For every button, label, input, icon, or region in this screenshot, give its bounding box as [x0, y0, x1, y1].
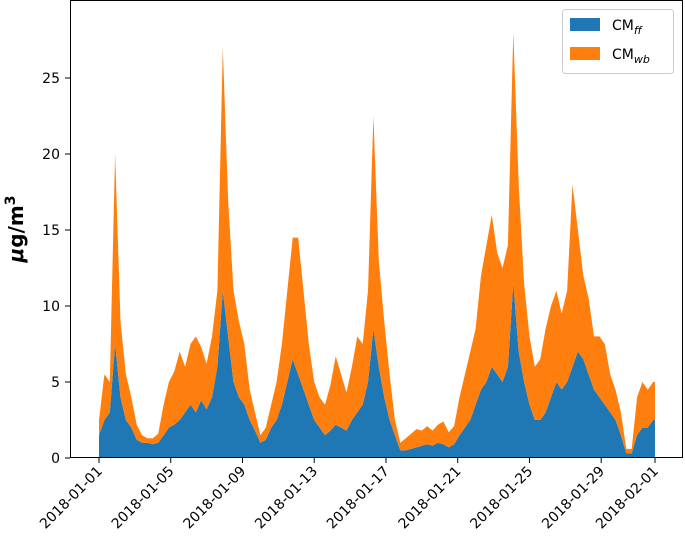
- y-axis-ticks: 0 5 10 15 20 25: [42, 71, 70, 467]
- legend-cm-wb-subscript: wb: [634, 53, 650, 66]
- x-tick-label: 2018-01-13: [252, 464, 321, 533]
- legend-swatch-cm-wb: [570, 47, 600, 60]
- y-tick-label: 20: [42, 147, 60, 163]
- legend-swatch-cm-ff: [570, 18, 600, 31]
- legend-entry-cm-wb: CMwb: [612, 47, 650, 66]
- area-series-wb: [99, 32, 655, 454]
- x-axis-ticks: 2018-01-01 2018-01-05 2018-01-09 2018-01-13…: [37, 458, 662, 532]
- y-tick-label: 25: [42, 71, 60, 87]
- x-tick-label: 2018-01-09: [180, 464, 249, 533]
- plot-frame: [70, 0, 683, 458]
- legend-cm-wb-base: CM: [612, 47, 634, 63]
- legend-cm-ff-subscript: ff: [634, 24, 643, 37]
- x-tick-label: 2018-01-21: [396, 464, 465, 533]
- x-tick-label: 2018-01-01: [37, 464, 106, 533]
- y-tick-label: 10: [42, 299, 60, 315]
- y-axis-label-mu: μ: [4, 248, 28, 264]
- area-series-group: [99, 32, 655, 458]
- legend: CMff CMwb: [562, 9, 674, 74]
- legend-cm-ff-base: CM: [612, 18, 634, 34]
- y-axis-label-superscript: 3: [3, 196, 19, 206]
- x-tick-label: 2018-01-25: [467, 464, 536, 533]
- x-tick-label: 2018-01-17: [324, 464, 393, 533]
- y-axis-label-base: g/m: [4, 205, 28, 247]
- y-tick-label: 15: [42, 223, 60, 239]
- area-series-ff: [99, 283, 655, 458]
- y-axis-label: μg/m3: [3, 196, 28, 264]
- legend-entry-cm-ff: CMff: [612, 18, 643, 37]
- y-tick-label: 5: [51, 375, 60, 391]
- y-tick-label: 0: [51, 451, 60, 467]
- x-tick-label: 2018-01-05: [109, 464, 178, 533]
